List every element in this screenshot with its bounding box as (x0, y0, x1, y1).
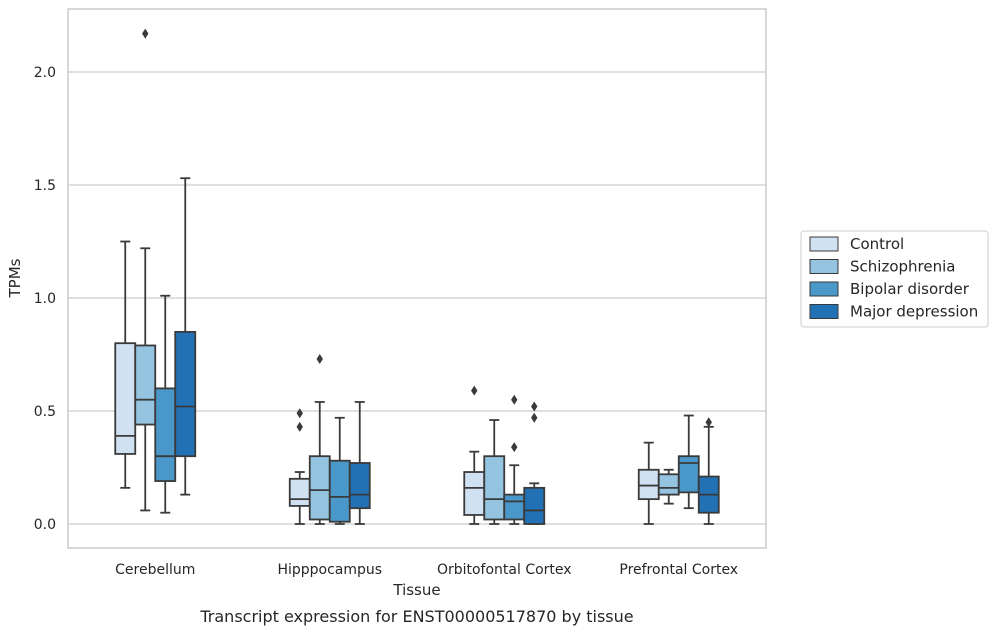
box-group (348, 401, 371, 525)
box-group (328, 416, 351, 525)
y-tick-label: 0.0 (34, 517, 56, 533)
box-group (697, 417, 720, 525)
box (637, 468, 660, 501)
legend-swatch (809, 259, 839, 274)
box (154, 387, 177, 482)
box-group (154, 294, 177, 514)
box-group (288, 408, 311, 525)
y-tick-label: 1.0 (34, 291, 56, 307)
y-tick-labels: 0.0 0.5 1.0 1.5 2.0 (34, 65, 56, 533)
legend-label: Schizophrenia (850, 258, 955, 276)
box-group (308, 354, 331, 525)
legend: Control Schizophrenia Bipolar disorder Majo… (800, 230, 989, 328)
chart-caption: Transcript expression for ENST0000051787… (199, 607, 633, 626)
outlier-point (471, 385, 478, 396)
box (677, 455, 700, 494)
outlier-point (142, 28, 149, 39)
x-tick-labels: Cerebellum Hipppocampus Orbitofontal Corte… (115, 562, 738, 578)
box (288, 477, 311, 507)
outlier-point (296, 421, 303, 432)
legend-label: Control (850, 235, 904, 253)
box (463, 471, 486, 516)
box (134, 344, 157, 426)
outlier-point (531, 401, 538, 412)
legend-label: Bipolar disorder (850, 280, 970, 298)
x-tick-label: Orbitofontal Cortex (437, 562, 572, 578)
box-group (503, 394, 526, 525)
y-tick-label: 0.5 (34, 404, 56, 420)
y-axis-label: TPMs (6, 258, 24, 298)
outlier-point (531, 412, 538, 423)
box (503, 493, 526, 521)
legend-label: Major depression (850, 303, 978, 321)
plot-frame (67, 8, 767, 549)
box (308, 455, 331, 521)
outlier-point (511, 394, 518, 405)
box-group (677, 414, 700, 510)
x-tick-label: Prefrontal Cortex (619, 562, 738, 578)
x-tick-label: Cerebellum (115, 562, 195, 578)
box (348, 462, 371, 510)
legend-items: Control Schizophrenia Bipolar disorder Majo… (809, 235, 978, 321)
legend-frame (800, 230, 989, 328)
legend-swatch (809, 281, 839, 297)
box-group (114, 240, 137, 489)
box-group (463, 385, 486, 525)
boxes (114, 28, 720, 525)
box-group (657, 468, 680, 505)
box (523, 486, 546, 525)
box (328, 459, 351, 523)
box (483, 455, 506, 521)
legend-swatch (809, 236, 839, 252)
y-tick-label: 1.5 (34, 178, 56, 194)
legend-swatch (809, 304, 839, 319)
box-group (483, 419, 506, 525)
box (174, 330, 197, 458)
box-group (174, 177, 197, 496)
x-axis-label: Tissue (392, 581, 440, 599)
box-group (134, 28, 157, 512)
outlier-point (316, 354, 323, 365)
box-group (523, 401, 546, 525)
outlier-point (511, 442, 518, 453)
box-group (637, 441, 660, 525)
y-tick-label: 2.0 (34, 65, 56, 81)
outlier-point (705, 417, 712, 428)
outlier-point (296, 408, 303, 419)
box (114, 342, 137, 455)
box (657, 473, 680, 496)
x-tick-label: Hipppocampus (277, 562, 382, 578)
